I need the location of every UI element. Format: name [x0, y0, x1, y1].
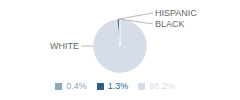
svg-text:HISPANIC: HISPANIC: [155, 8, 197, 18]
html-text:98.2%: 98.2%: [149, 81, 175, 91]
svg-text:WHITE: WHITE: [50, 41, 79, 51]
html-text:0.4%: 0.4%: [66, 81, 87, 91]
html-text:1.3%: 1.3%: [107, 81, 129, 91]
svg-text:BLACK: BLACK: [155, 19, 185, 29]
